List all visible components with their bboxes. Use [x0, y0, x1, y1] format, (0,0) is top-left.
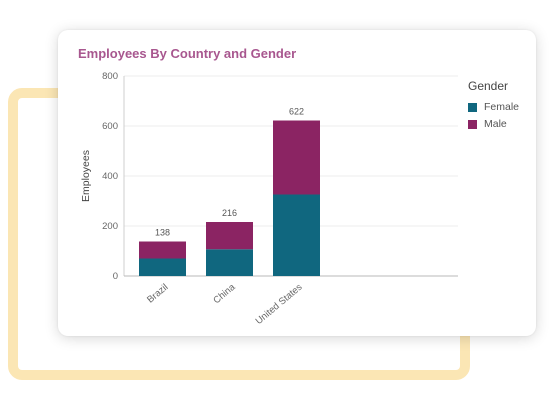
- bar-male-china: [206, 222, 253, 250]
- legend-label-male: Male: [484, 118, 507, 130]
- chart-title: Employees By Country and Gender: [78, 46, 297, 61]
- chart-legend: Gender Female Male: [468, 79, 519, 135]
- legend-item-female: Female: [468, 101, 519, 113]
- y-tick-label: 800: [102, 71, 118, 82]
- y-tick-label: 200: [102, 221, 118, 232]
- chart-plot: 0 200 400 600 800 Employees 138 Brazil 216 China 6…: [80, 71, 458, 327]
- legend-swatch-female: [468, 102, 477, 112]
- bar-male-united-states: [273, 120, 320, 195]
- bar-female-united-states: [273, 194, 320, 276]
- total-label: 138: [155, 228, 170, 238]
- y-axis-title: Employees: [80, 150, 92, 202]
- bar-male-brazil: [139, 241, 186, 259]
- x-tick-label: China: [211, 281, 238, 306]
- bar-female-brazil: [139, 258, 186, 276]
- legend-title: Gender: [468, 79, 509, 93]
- total-label: 622: [289, 107, 304, 117]
- y-tick-label: 0: [113, 271, 118, 282]
- chart-card: Employees By Country and Gender 0 200 400 6…: [58, 30, 536, 336]
- bar-female-china: [206, 249, 253, 276]
- y-tick-label: 400: [102, 171, 118, 182]
- total-label: 216: [222, 208, 237, 218]
- legend-label-female: Female: [484, 101, 520, 113]
- y-tick-label: 600: [102, 121, 118, 132]
- x-tick-label: Brazil: [145, 282, 170, 306]
- legend-item-male: Male: [468, 118, 519, 130]
- legend-swatch-male: [468, 119, 477, 129]
- x-tick-label: United States: [254, 282, 305, 327]
